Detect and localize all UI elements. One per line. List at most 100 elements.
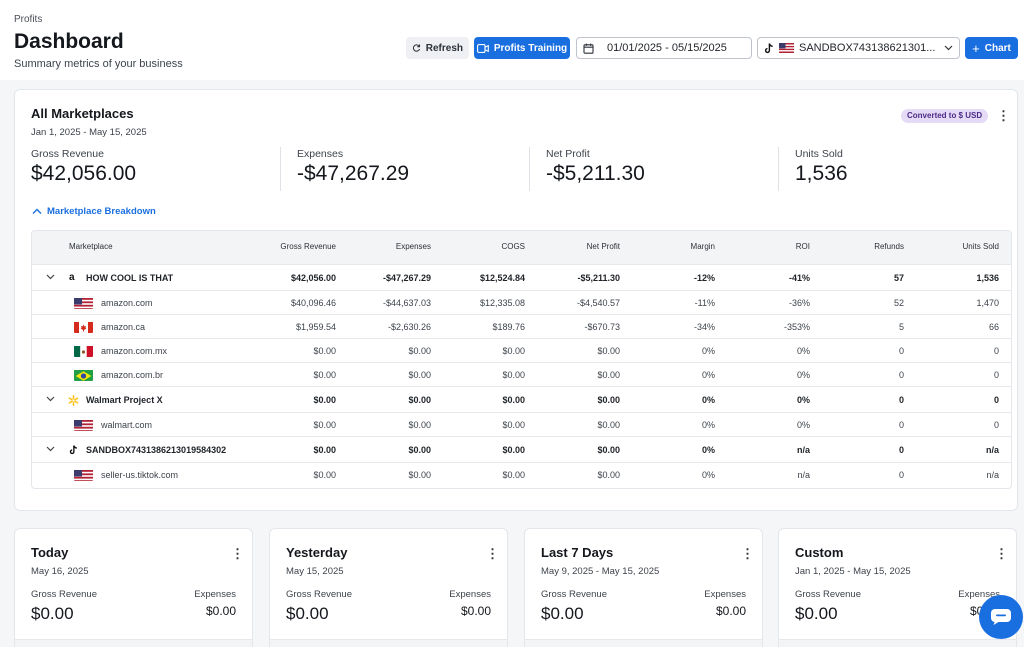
table-row-account[interactable]: a HOW COOL IS THAT $42,056.00 -$47,267.29 $1… <box>32 264 1011 290</box>
th-margin[interactable]: Margin <box>690 242 715 251</box>
marketplace-name: amazon.com <box>101 298 153 308</box>
metric-gross-revenue: Gross Revenue $42,056.00 <box>31 148 136 190</box>
cell-net-profit: -$5,211.30 <box>577 273 620 283</box>
cell-refunds: 52 <box>893 298 904 308</box>
th-refunds[interactable]: Refunds <box>874 242 904 251</box>
cell-margin: 0% <box>701 346 715 356</box>
cell-refunds: 0 <box>898 370 904 380</box>
card-date-range: May 9, 2025 - May 15, 2025 <box>541 566 660 577</box>
gross-revenue-label: Gross Revenue <box>541 589 608 600</box>
gross-revenue-value: $0.00 <box>541 604 584 623</box>
yesterday-card: Yesterday ⋮ May 15, 2025 Gross Revenue Expen… <box>269 528 508 647</box>
page-subtitle: Summary metrics of your business <box>14 58 183 70</box>
date-range-picker[interactable]: 01/01/2025 - 05/15/2025 <box>576 37 752 59</box>
card-date-range: May 16, 2025 <box>31 566 89 577</box>
table-header: Marketplace Gross Revenue Expenses COGS Net … <box>32 231 1011 264</box>
cell-refunds: 0 <box>898 445 904 455</box>
table-row-marketplace: amazon.com $40,096.46 -$44,637.03 $12,335.0… <box>32 290 1011 314</box>
more-options-icon[interactable]: ⋮ <box>741 546 754 561</box>
cell-net-profit: $0.00 <box>597 395 620 405</box>
walmart-spark-icon <box>68 395 79 406</box>
cell-expenses: $0.00 <box>408 445 431 455</box>
chart-button[interactable]: + Chart <box>965 37 1018 59</box>
expenses-label: Expenses <box>704 589 746 600</box>
table-row-marketplace: amazon.com.mx $0.00 $0.00 $0.00 $0.00 0% 0% 0 0 <box>32 338 1011 362</box>
cell-units-sold: 0 <box>993 370 999 380</box>
th-net-profit[interactable]: Net Profit <box>586 242 620 251</box>
profits-training-button[interactable]: Profits Training <box>474 37 570 59</box>
chat-widget-button[interactable] <box>979 595 1023 639</box>
more-options-icon[interactable]: ⋮ <box>997 108 1010 123</box>
cell-refunds: 0 <box>898 346 904 356</box>
marketplace-name: amazon.com.mx <box>101 346 168 356</box>
cell-cogs: $0.00 <box>502 395 525 405</box>
metric-divider <box>529 147 530 191</box>
card-title: All Marketplaces <box>31 106 134 121</box>
plus-icon: + <box>972 40 980 56</box>
expenses-value: $0.00 <box>460 604 491 618</box>
cell-expenses: -$44,637.03 <box>382 298 431 308</box>
cell-cogs: $0.00 <box>502 370 525 380</box>
cell-expenses: $0.00 <box>408 395 431 405</box>
cell-units-sold: n/a <box>986 470 999 480</box>
cell-roi: 0% <box>796 395 810 405</box>
chevron-down-icon <box>944 45 953 51</box>
account-select[interactable]: SANDBOX743138621301... <box>757 37 960 59</box>
account-name: Walmart Project X <box>86 395 163 405</box>
more-options-icon[interactable]: ⋮ <box>486 546 499 561</box>
table-row-account[interactable]: Walmart Project X $0.00 $0.00 $0.00 $0.00 0% 0… <box>32 386 1011 412</box>
cell-margin: 0% <box>701 420 715 430</box>
breadcrumb[interactable]: Profits <box>14 14 43 25</box>
gross-revenue-label: Gross Revenue <box>31 589 98 600</box>
cell-net-profit: $0.00 <box>597 346 620 356</box>
marketplace-breakdown-toggle[interactable]: Marketplace Breakdown <box>32 206 156 217</box>
us-flag-icon <box>779 43 794 53</box>
cell-margin: 0% <box>701 395 715 405</box>
th-marketplace[interactable]: Marketplace <box>69 242 113 251</box>
chevron-down-icon[interactable] <box>46 446 55 452</box>
metric-label: Expenses <box>297 148 344 160</box>
th-expenses[interactable]: Expenses <box>395 242 431 251</box>
expenses-value: $0.00 <box>715 604 746 618</box>
card-footer <box>779 639 1016 647</box>
cell-cogs: $0.00 <box>502 445 525 455</box>
card-title: Today <box>31 545 69 560</box>
metric-expenses: Expenses -$47,267.29 <box>297 148 409 190</box>
marketplace-name: walmart.com <box>101 420 153 430</box>
card-footer <box>525 639 762 647</box>
table-row-marketplace: amazon.com.br $0.00 $0.00 $0.00 $0.00 0% 0% 0 0 <box>32 362 1011 386</box>
refresh-icon <box>412 44 421 52</box>
th-gross-revenue[interactable]: Gross Revenue <box>280 242 336 251</box>
more-options-icon[interactable]: ⋮ <box>231 546 244 561</box>
refresh-button[interactable]: Refresh <box>406 37 469 59</box>
chevron-down-icon[interactable] <box>46 274 55 280</box>
account-name: HOW COOL IS THAT <box>86 273 174 283</box>
chevron-down-icon[interactable] <box>46 396 55 402</box>
card-date-range: Jan 1, 2025 - May 15, 2025 <box>795 566 911 577</box>
table-row-marketplace: seller-us.tiktok.com $0.00 $0.00 $0.00 $0.00… <box>32 462 1011 486</box>
page-header: Profits Dashboard Summary metrics of you… <box>0 0 1024 80</box>
cell-net-profit: $0.00 <box>597 445 620 455</box>
cell-cogs: $12,524.84 <box>479 273 525 283</box>
more-options-icon[interactable]: ⋮ <box>995 546 1008 561</box>
expenses-label: Expenses <box>194 589 236 600</box>
cell-gross-revenue: $0.00 <box>313 346 336 356</box>
cell-margin: 0% <box>701 445 715 455</box>
table-row-account[interactable]: SANDBOX7431386213019584302 $0.00 $0.00 $0.0… <box>32 436 1011 462</box>
th-roi[interactable]: ROI <box>795 242 810 251</box>
gross-revenue-label: Gross Revenue <box>795 589 862 600</box>
cell-roi: 0% <box>796 420 810 430</box>
breakdown-label: Marketplace Breakdown <box>47 206 156 217</box>
cell-gross-revenue: $0.00 <box>313 370 336 380</box>
cell-expenses: $0.00 <box>408 370 431 380</box>
cell-gross-revenue: $0.00 <box>313 445 336 455</box>
cell-roi: n/a <box>797 470 810 480</box>
th-units-sold[interactable]: Units Sold <box>962 242 999 251</box>
cell-margin: -12% <box>693 273 715 283</box>
cell-roi: n/a <box>796 445 810 455</box>
mx-flag-icon <box>74 345 93 357</box>
cell-units-sold: 1,536 <box>976 273 999 283</box>
marketplace-name: seller-us.tiktok.com <box>101 470 179 480</box>
cell-net-profit: $0.00 <box>597 420 620 430</box>
th-cogs[interactable]: COGS <box>501 242 525 251</box>
